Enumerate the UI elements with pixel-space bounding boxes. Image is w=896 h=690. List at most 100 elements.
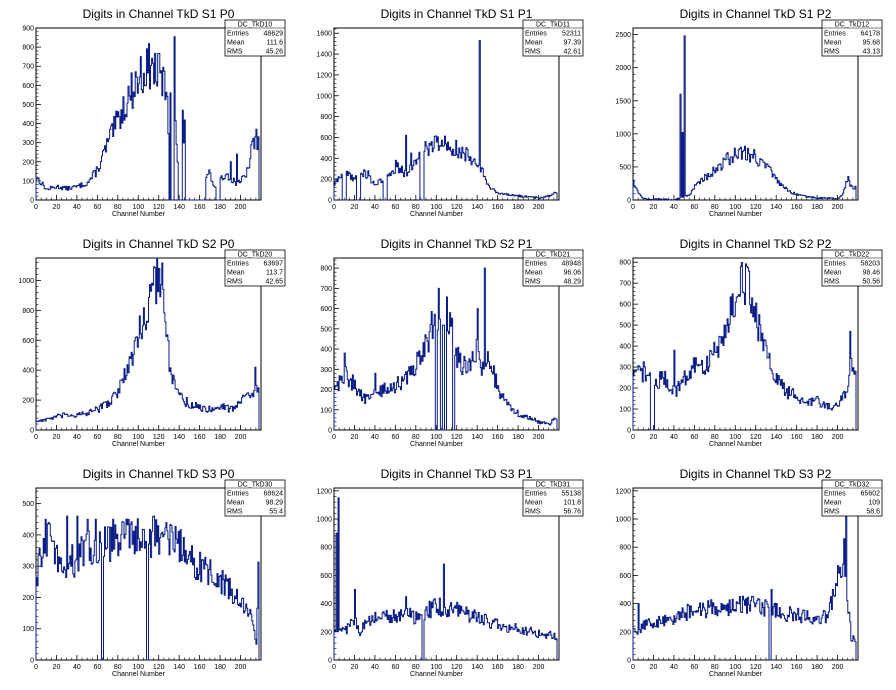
histogram-panel-s1-p1: Digits in Channel TkD S1 P1 0 200 400 600 800… — [298, 0, 596, 230]
x-axis-label: Channel Number — [709, 671, 763, 678]
y-tick-label: 400 — [22, 121, 34, 128]
stats-box — [522, 479, 584, 517]
stats-value-entries: 48948 — [562, 261, 582, 268]
stats-label-entries: Entries — [525, 31, 547, 38]
y-tick-label: 800 — [320, 545, 332, 552]
y-tick-label: 400 — [320, 601, 332, 608]
chart-title: Digits in Channel TkD S1 P0 — [83, 7, 235, 21]
stats-name: DC_TkD30 — [238, 482, 273, 489]
x-tick-label: 120 — [451, 664, 463, 671]
x-tick-label: 180 — [512, 434, 524, 441]
stats-value-rms: 55.4 — [269, 509, 283, 516]
y-tick-label: 600 — [22, 338, 34, 345]
x-axis-label: Channel Number — [709, 441, 763, 448]
stats-value-rms: 43.13 — [862, 49, 880, 56]
x-tick-label: 60 — [690, 204, 698, 211]
x-tick-label: 0 — [34, 664, 38, 671]
y-tick-label: 100 — [320, 407, 332, 414]
y-tick-label: 300 — [320, 367, 332, 374]
x-tick-label: 200 — [533, 204, 545, 211]
histogram-line — [35, 515, 260, 661]
y-tick-label: 400 — [22, 368, 34, 375]
y-tick-label: 0 — [30, 428, 34, 435]
x-tick-label: 0 — [332, 204, 336, 211]
stats-box — [522, 249, 584, 287]
y-tick-label: 1000 — [316, 93, 332, 100]
x-tick-label: 20 — [351, 434, 359, 441]
chart-title: Digits in Channel TkD S2 P2 — [680, 237, 832, 251]
y-tick-label: 500 — [619, 323, 631, 330]
stats-value-entries: 55138 — [562, 491, 582, 498]
histogram-line — [35, 36, 260, 201]
x-axis-label: Channel Number — [112, 211, 166, 218]
x-tick-label: 140 — [770, 664, 782, 671]
x-tick-label: 160 — [492, 204, 504, 211]
x-tick-label: 180 — [512, 664, 524, 671]
y-tick-label: 800 — [22, 308, 34, 315]
x-tick-label: 40 — [371, 664, 379, 671]
y-tick-label: 400 — [320, 347, 332, 354]
stats-value-mean: 96.06 — [563, 270, 581, 277]
chart-title: Digits in Channel TkD S2 P0 — [83, 237, 235, 251]
x-tick-label: 160 — [492, 434, 504, 441]
histogram-svg: Digits in Channel TkD S2 P20100200300400… — [619, 237, 883, 448]
chart-title: Digits in Channel TkD S3 P0 — [83, 467, 235, 481]
chart-title: Digits in Channel TkD S3 P2 — [680, 467, 832, 481]
x-tick-label: 200 — [533, 664, 545, 671]
x-tick-label: 100 — [132, 204, 144, 211]
x-tick-label: 180 — [811, 434, 823, 441]
x-tick-label: 140 — [173, 204, 185, 211]
stats-label-rms: RMS — [824, 279, 840, 286]
x-tick-label: 60 — [391, 664, 399, 671]
x-tick-label: 80 — [711, 204, 719, 211]
x-tick-label: 80 — [114, 434, 122, 441]
y-tick-label: 300 — [22, 564, 34, 571]
x-tick-label: 100 — [430, 434, 442, 441]
stats-label-mean: Mean — [525, 500, 543, 507]
stats-label-entries: Entries — [824, 31, 846, 38]
y-tick-label: 0 — [627, 428, 631, 435]
y-tick-label: 0 — [328, 198, 332, 205]
x-tick-label: 120 — [750, 664, 762, 671]
y-tick-label: 1000 — [615, 131, 631, 138]
stats-value-entries: 64178 — [861, 31, 881, 38]
x-tick-label: 0 — [631, 664, 635, 671]
stats-label-rms: RMS — [525, 279, 541, 286]
y-tick-label: 1600 — [316, 31, 332, 38]
stats-name: DC_TkD22 — [835, 252, 870, 259]
stats-value-mean: 97.39 — [563, 40, 581, 47]
y-tick-label: 700 — [619, 281, 631, 288]
stats-value-entries: 68624 — [264, 491, 284, 498]
x-tick-label: 60 — [93, 434, 101, 441]
y-tick-label: 800 — [22, 45, 34, 52]
stats-label-rms: RMS — [525, 49, 541, 56]
x-tick-label: 140 — [173, 664, 185, 671]
y-tick-label: 1400 — [316, 52, 332, 59]
stats-value-rms: 48.29 — [563, 279, 581, 286]
stats-value-rms: 56.76 — [563, 509, 581, 516]
stats-value-mean: 101.8 — [563, 500, 581, 507]
y-tick-label: 0 — [30, 658, 34, 665]
stats-label-mean: Mean — [824, 40, 842, 47]
x-tick-label: 20 — [53, 204, 61, 211]
x-tick-label: 0 — [34, 204, 38, 211]
stats-box — [224, 249, 286, 287]
x-tick-label: 180 — [214, 204, 226, 211]
x-tick-label: 120 — [750, 204, 762, 211]
x-tick-label: 120 — [750, 434, 762, 441]
y-tick-label: 200 — [320, 177, 332, 184]
stats-box — [522, 19, 584, 57]
histogram-panel-s1-p2: Digits in Channel TkD S1 P2 0 500 1000 1500 2… — [597, 0, 895, 230]
stats-label-entries: Entries — [824, 491, 846, 498]
stats-name: DC_TkD12 — [835, 22, 870, 29]
histogram-line — [333, 40, 558, 201]
stats-name: DC_TkD32 — [835, 482, 870, 489]
x-tick-label: 100 — [729, 204, 741, 211]
y-tick-label: 400 — [619, 344, 631, 351]
stats-label-rms: RMS — [227, 509, 243, 516]
x-tick-label: 40 — [73, 434, 81, 441]
stats-label-rms: RMS — [227, 49, 243, 56]
stats-value-entries: 65602 — [861, 491, 881, 498]
stats-label-rms: RMS — [824, 49, 840, 56]
x-tick-label: 60 — [690, 664, 698, 671]
